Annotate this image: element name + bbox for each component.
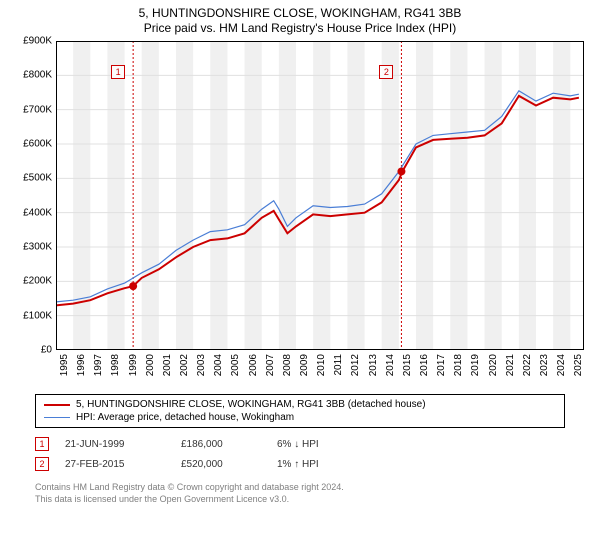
x-tick-label: 2022	[522, 354, 533, 376]
sale-row: 1 21-JUN-1999 £186,000 6% ↓ HPI	[35, 434, 565, 454]
chart-subtitle: Price paid vs. HM Land Registry's House …	[0, 21, 600, 39]
x-tick-label: 2023	[539, 354, 550, 376]
legend-swatch	[44, 417, 70, 418]
sale-row-marker: 2	[35, 457, 49, 471]
x-tick-label: 2014	[385, 354, 396, 376]
x-tick-label: 1996	[76, 354, 87, 376]
sale-date: 21-JUN-1999	[65, 439, 165, 450]
x-tick-label: 2016	[419, 354, 430, 376]
x-tick-label: 2024	[556, 354, 567, 376]
sale-price: £520,000	[181, 459, 261, 470]
footer-line-2: This data is licensed under the Open Gov…	[35, 494, 565, 506]
sale-row: 2 27-FEB-2015 £520,000 1% ↑ HPI	[35, 454, 565, 474]
chart-area: £0 £100K £200K £300K £400K £500K £600K £700K £80…	[10, 39, 590, 394]
legend-swatch	[44, 404, 70, 406]
y-tick-label: £700K	[23, 104, 52, 115]
x-tick-label: 2020	[488, 354, 499, 376]
legend-item: HPI: Average price, detached house, Woki…	[44, 411, 556, 424]
y-tick-label: £0	[41, 345, 52, 356]
sale-hpi: 1% ↑ HPI	[277, 459, 357, 470]
chart-title: 5, HUNTINGDONSHIRE CLOSE, WOKINGHAM, RG4…	[0, 0, 600, 21]
sale-hpi: 6% ↓ HPI	[277, 439, 357, 450]
x-tick-label: 2004	[213, 354, 224, 376]
x-tick-label: 2021	[505, 354, 516, 376]
sale-price: £186,000	[181, 439, 261, 450]
x-tick-label: 1995	[59, 354, 70, 376]
sale-date: 27-FEB-2015	[65, 459, 165, 470]
x-tick-label: 2012	[350, 354, 361, 376]
x-tick-label: 2015	[402, 354, 413, 376]
y-tick-label: £300K	[23, 242, 52, 253]
sale-row-marker: 1	[35, 437, 49, 451]
x-tick-label: 2025	[573, 354, 584, 376]
x-tick-label: 2019	[470, 354, 481, 376]
x-tick-label: 1997	[93, 354, 104, 376]
legend-label: HPI: Average price, detached house, Woki…	[76, 412, 294, 423]
x-tick-label: 2002	[179, 354, 190, 376]
y-axis: £0£100K£200K£300K£400K£500K£600K£700K£80…	[10, 41, 56, 350]
y-tick-label: £100K	[23, 310, 52, 321]
sale-marker-box: 1	[111, 65, 125, 79]
footer-attribution: Contains HM Land Registry data © Crown c…	[35, 482, 565, 505]
x-axis: 1995 1996 1997 1998 1999 2000 2001 2002 2003 2004…	[56, 350, 584, 394]
x-tick-label: 2001	[162, 354, 173, 376]
x-tick-label: 2017	[436, 354, 447, 376]
legend: 5, HUNTINGDONSHIRE CLOSE, WOKINGHAM, RG4…	[35, 394, 565, 428]
x-tick-label: 2009	[299, 354, 310, 376]
x-tick-label: 2013	[368, 354, 379, 376]
x-tick-label: 1999	[128, 354, 139, 376]
legend-label: 5, HUNTINGDONSHIRE CLOSE, WOKINGHAM, RG4…	[76, 399, 426, 410]
x-tick-label: 2000	[145, 354, 156, 376]
y-tick-label: £800K	[23, 70, 52, 81]
plot-area: 12	[56, 41, 584, 350]
y-tick-label: £500K	[23, 173, 52, 184]
footer-line-1: Contains HM Land Registry data © Crown c…	[35, 482, 565, 494]
sales-table: 1 21-JUN-1999 £186,000 6% ↓ HPI 2 27-FEB-2015…	[35, 434, 565, 474]
x-tick-label: 2011	[333, 354, 344, 376]
x-tick-label: 2018	[453, 354, 464, 376]
y-tick-label: £600K	[23, 139, 52, 150]
x-tick-label: 2005	[230, 354, 241, 376]
sale-marker-box: 2	[379, 65, 393, 79]
x-tick-label: 2006	[248, 354, 259, 376]
y-tick-label: £900K	[23, 36, 52, 47]
x-tick-label: 2007	[265, 354, 276, 376]
x-tick-label: 2010	[316, 354, 327, 376]
legend-item: 5, HUNTINGDONSHIRE CLOSE, WOKINGHAM, RG4…	[44, 398, 556, 411]
y-tick-label: £200K	[23, 276, 52, 287]
x-tick-label: 2003	[196, 354, 207, 376]
y-tick-label: £400K	[23, 207, 52, 218]
x-tick-label: 2008	[282, 354, 293, 376]
x-tick-label: 1998	[110, 354, 121, 376]
